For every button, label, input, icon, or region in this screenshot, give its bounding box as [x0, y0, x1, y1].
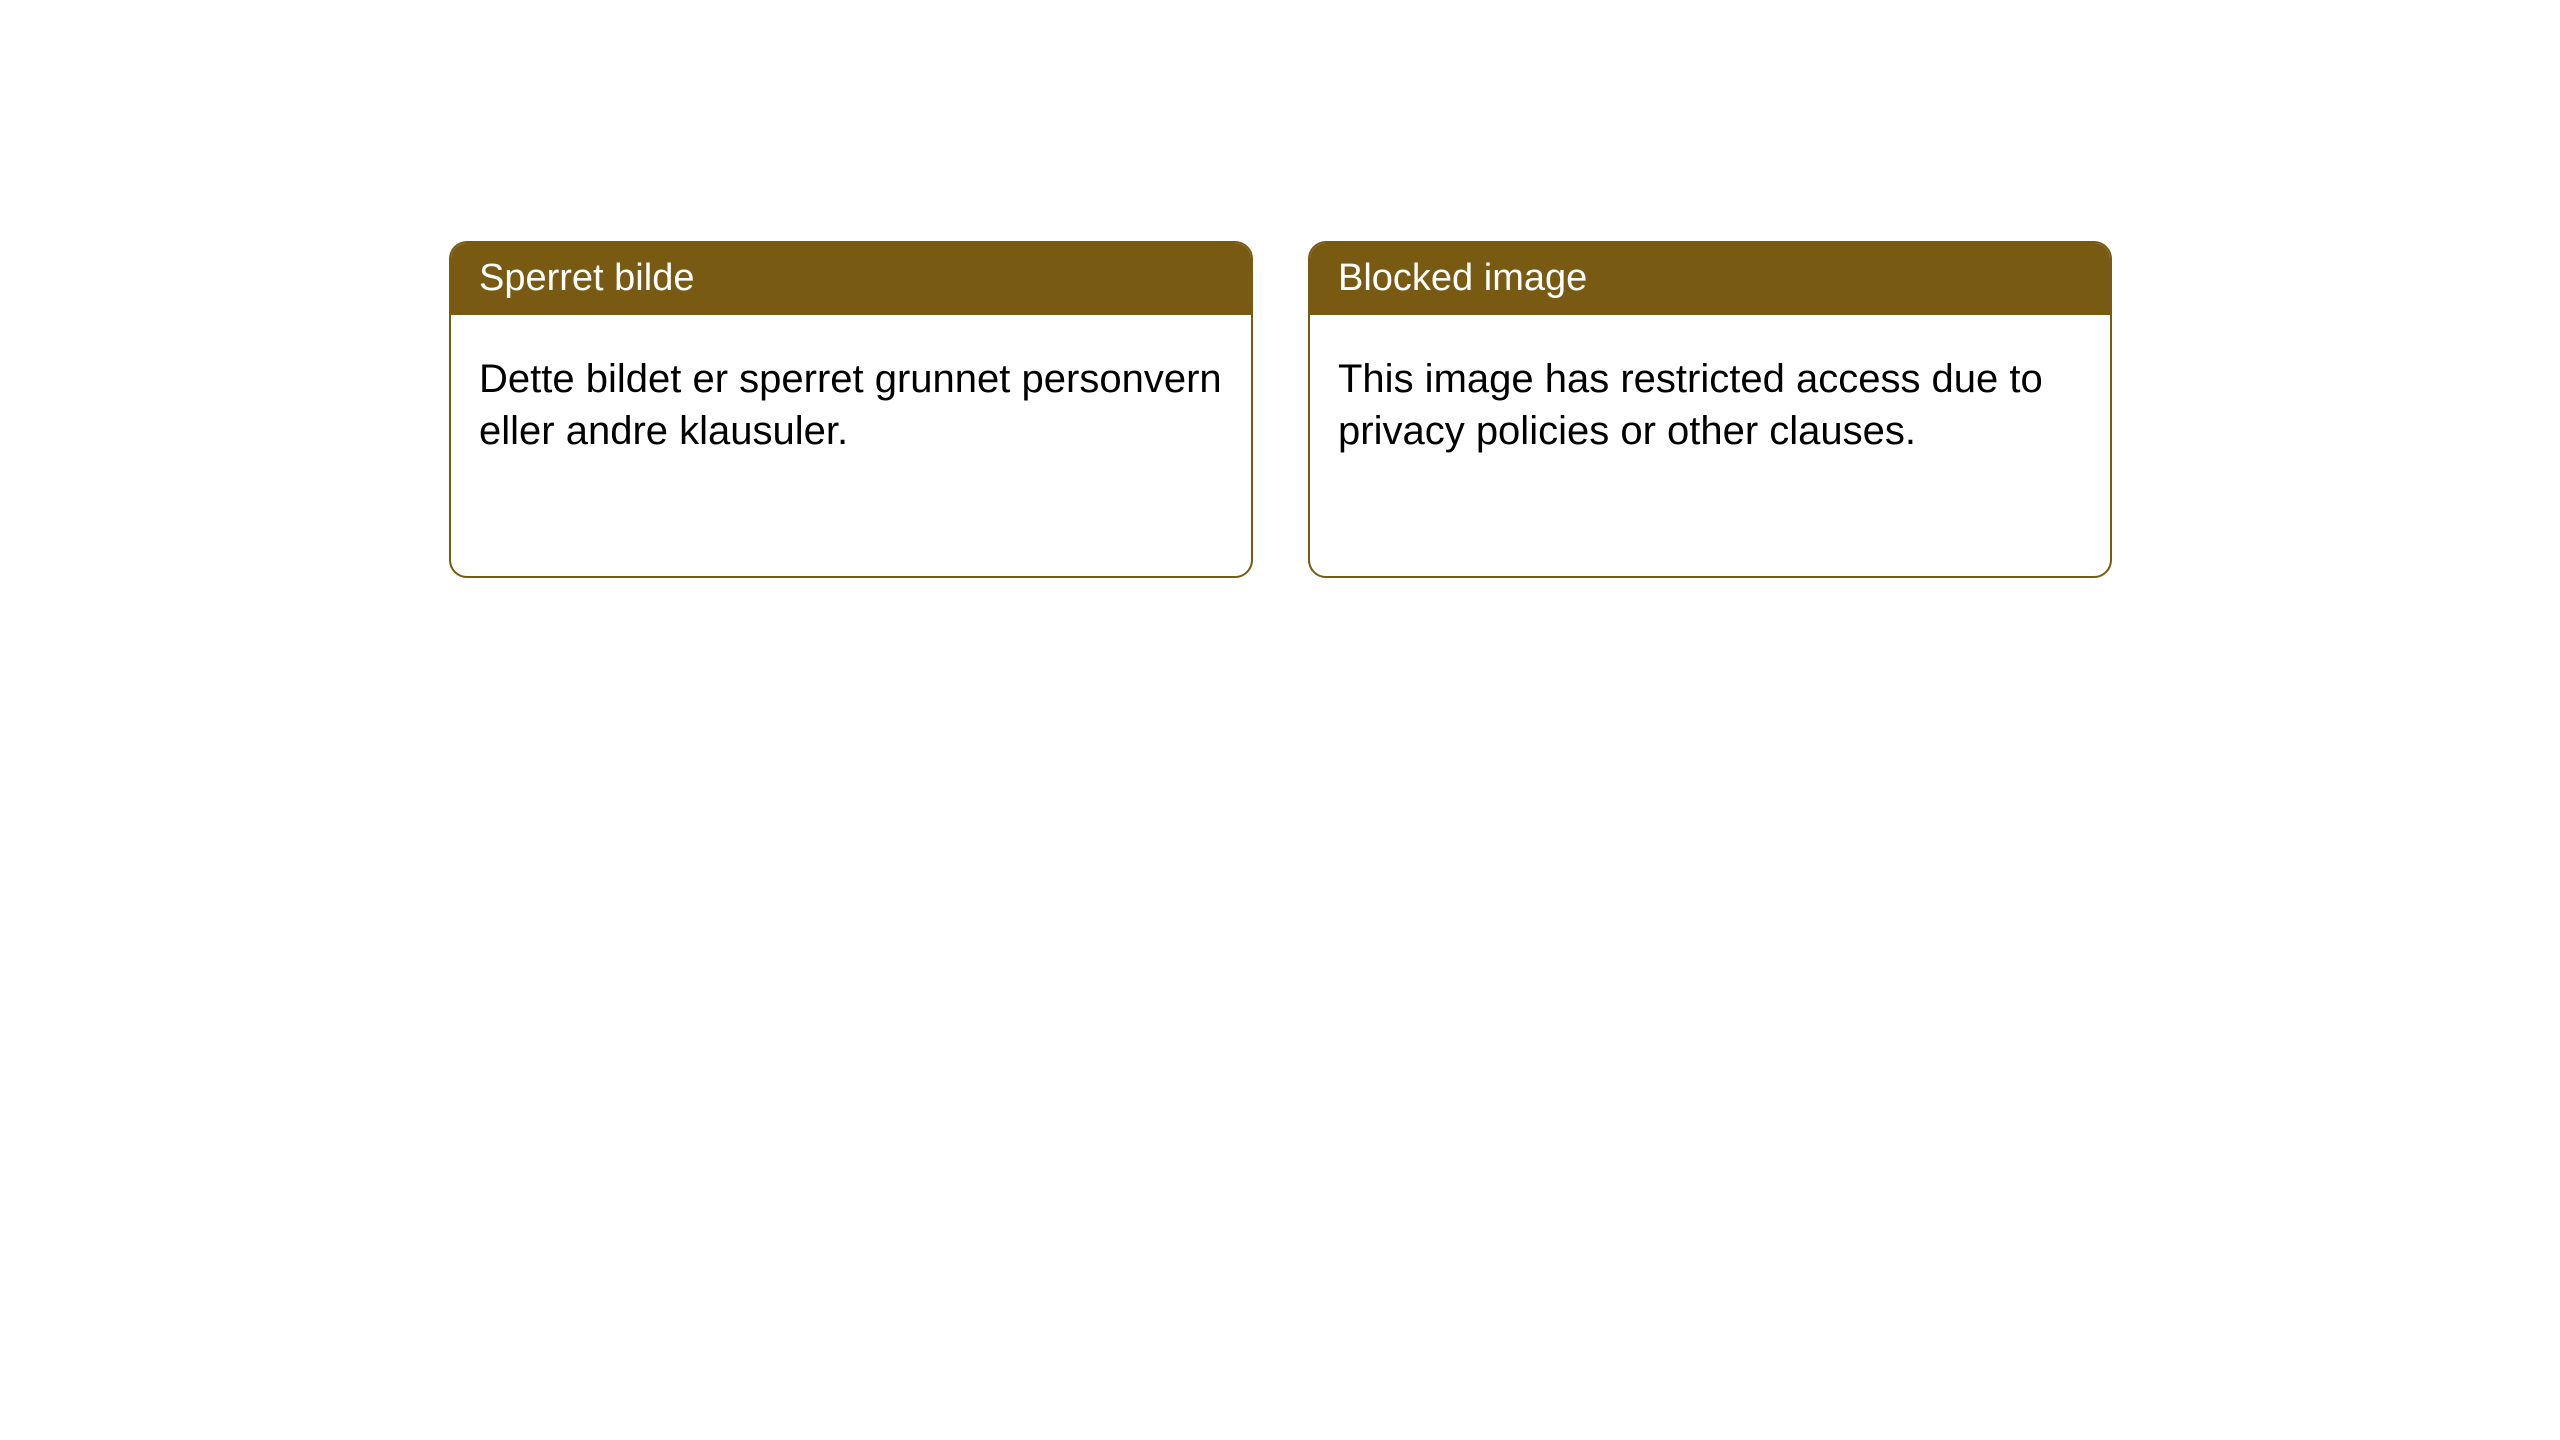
notice-title: Blocked image: [1338, 257, 1587, 299]
notice-card-body: This image has restricted access due to …: [1310, 315, 2110, 495]
notice-message: This image has restricted access due to …: [1338, 357, 2043, 453]
notice-container: Sperret bilde Dette bildet er sperret gr…: [449, 241, 2112, 578]
notice-card-header: Blocked image: [1310, 243, 2110, 315]
notice-title: Sperret bilde: [479, 257, 694, 299]
notice-message: Dette bildet er sperret grunnet personve…: [479, 357, 1222, 453]
notice-card-header: Sperret bilde: [451, 243, 1251, 315]
notice-card-english: Blocked image This image has restricted …: [1308, 241, 2112, 578]
notice-card-norwegian: Sperret bilde Dette bildet er sperret gr…: [449, 241, 1253, 578]
notice-card-body: Dette bildet er sperret grunnet personve…: [451, 315, 1251, 495]
